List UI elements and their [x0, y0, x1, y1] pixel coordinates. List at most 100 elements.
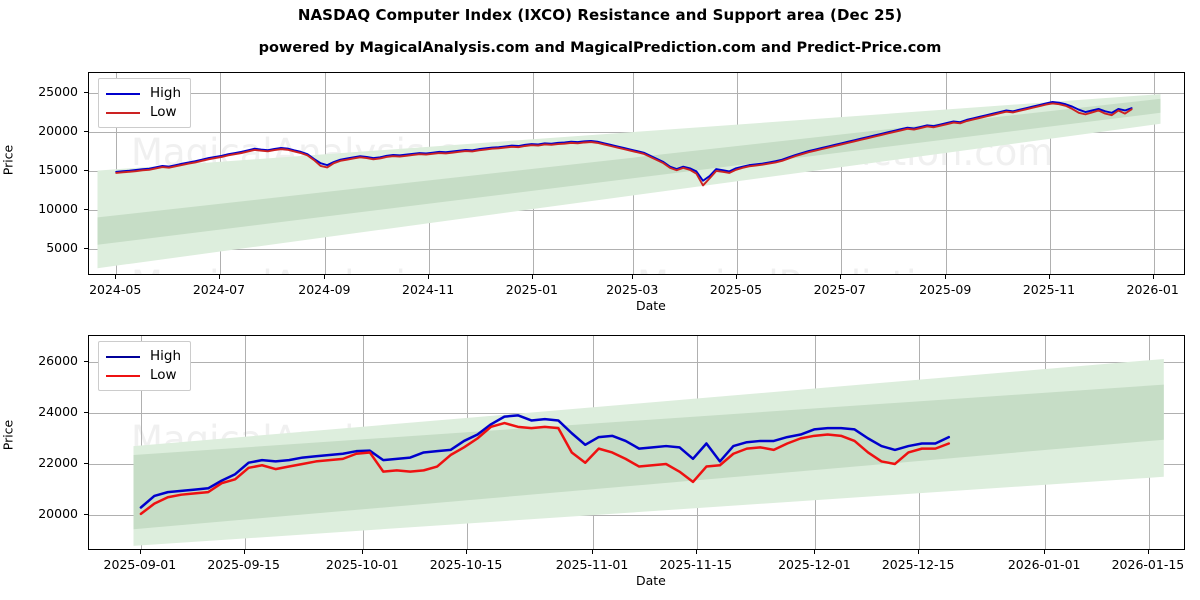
xtick-label: 2025-05 [709, 282, 763, 297]
legend-swatch-low [106, 374, 140, 377]
page-title: NASDAQ Computer Index (IXCO) Resistance … [297, 6, 903, 24]
gridline-vertical [140, 336, 142, 549]
ytick-label: 25000 [38, 83, 78, 99]
ytick-label: 22000 [38, 454, 78, 470]
series-line-low [139, 421, 951, 516]
top-chart-legend[interactable]: High Low [98, 78, 192, 128]
gridline-horizontal [89, 361, 1184, 363]
ytick-mark [84, 130, 88, 132]
ytick-label: 20000 [38, 506, 78, 522]
xtick-mark [1044, 550, 1046, 554]
xtick-mark [945, 275, 947, 279]
ytick-mark [84, 514, 88, 516]
xtick-mark [139, 550, 141, 554]
xtick-label: 2025-11-01 [555, 557, 629, 572]
xtick-mark [1147, 550, 1149, 554]
band-resistance-support-inner [97, 98, 1161, 245]
gridline-horizontal [89, 515, 1184, 517]
band-resistance-support-inner [133, 384, 1164, 530]
ytick-label: 26000 [38, 352, 78, 368]
bottom-chart-legend[interactable]: High Low [98, 341, 192, 391]
ytick-mark [84, 247, 88, 249]
xtick-label: 2024-07 [192, 282, 246, 297]
ytick-mark [84, 360, 88, 362]
xtick-label: 2025-09-01 [103, 557, 177, 572]
ytick-mark [84, 411, 88, 413]
gridline-vertical [840, 73, 842, 274]
gridline-vertical [1049, 73, 1051, 274]
xtick-mark [466, 550, 468, 554]
xtick-mark [695, 550, 697, 554]
ytick-label: 5000 [46, 239, 78, 255]
page-subtitle: powered by MagicalAnalysis.com and Magic… [258, 40, 942, 56]
xtick-mark [362, 550, 364, 554]
series-line-high [115, 100, 1133, 182]
legend-swatch-high [106, 92, 140, 95]
bottom-chart-line-layer [139, 414, 951, 516]
series-line-low [115, 102, 1133, 187]
bottom-chart-plot-area: MagicalAnalysis.com MagicalPrediction.co… [88, 335, 1185, 550]
gridline-vertical [1153, 73, 1155, 274]
xtick-label: 2024-05 [89, 282, 142, 297]
top-chart-panel: Price Date 5000 10000 15000 20000 25000 2024… [0, 72, 1185, 313]
gridline-horizontal [89, 248, 1184, 250]
bottom-chart-ylabel: Price [0, 419, 16, 451]
legend-row-low[interactable]: Low [106, 366, 181, 385]
ytick-label: 20000 [38, 122, 78, 138]
xtick-label: 2025-01 [505, 282, 558, 297]
xtick-mark [918, 550, 920, 554]
xtick-mark [1048, 275, 1050, 279]
xtick-label: 2025-09 [919, 282, 972, 297]
ytick-label: 24000 [38, 403, 78, 419]
xtick-label: 2024-11 [402, 282, 455, 297]
xtick-label: 2025-11 [1022, 282, 1076, 297]
xtick-label: 2025-10-01 [325, 557, 399, 572]
legend-row-high[interactable]: High [106, 84, 181, 103]
top-chart-ylabel: Price [0, 144, 16, 176]
xtick-label: 2025-12-15 [881, 557, 955, 572]
xtick-label: 2026-01-01 [1007, 557, 1081, 572]
xtick-label: 2025-03 [606, 282, 659, 297]
ytick-label: 15000 [38, 161, 78, 177]
gridline-horizontal [89, 209, 1184, 211]
xtick-label: 2026-01-15 [1111, 557, 1185, 572]
ytick-mark [84, 91, 88, 93]
bottom-chart-panel: Price Date 20000 22000 24000 26000 2025-09-… [0, 320, 1200, 600]
legend-label-high: High [150, 84, 182, 101]
top-chart-xlabel: Date [636, 298, 666, 313]
xtick-mark [531, 275, 533, 279]
bottom-chart-band-layer [133, 359, 1164, 546]
ytick-mark [84, 169, 88, 171]
legend-label-high: High [150, 347, 182, 364]
xtick-mark [243, 550, 245, 554]
xtick-label: 2024-09 [298, 282, 351, 297]
xtick-label: 2025-09-15 [207, 557, 280, 572]
xtick-mark [324, 275, 326, 279]
legend-label-low: Low [150, 103, 177, 120]
xtick-mark [735, 275, 737, 279]
legend-label-low: Low [150, 366, 177, 383]
legend-row-high[interactable]: High [106, 347, 181, 366]
top-chart-plot-area: MagicalAnalysis.com MagicalPrediction.co… [88, 72, 1185, 275]
xtick-mark [428, 275, 430, 279]
xtick-mark [218, 275, 220, 279]
xtick-label: 2026-01 [1126, 282, 1179, 297]
ytick-label: 10000 [38, 200, 78, 216]
gridline-horizontal [89, 92, 1184, 94]
legend-row-low[interactable]: Low [106, 103, 181, 122]
ytick-mark [84, 462, 88, 464]
series-line-high [139, 414, 951, 509]
ytick-mark [84, 208, 88, 210]
xtick-label: 2025-11-15 [659, 557, 733, 572]
xtick-mark [115, 275, 117, 279]
bottom-chart-xlabel: Date [636, 573, 666, 588]
xtick-label: 2025-10-15 [429, 557, 503, 572]
top-chart-band-layer [97, 94, 1161, 269]
legend-swatch-low [106, 111, 140, 114]
xtick-mark [814, 550, 816, 554]
xtick-label: 2025-07 [813, 282, 866, 297]
gridline-vertical [946, 73, 948, 274]
xtick-mark [1152, 275, 1154, 279]
top-chart-line-layer [115, 100, 1133, 187]
